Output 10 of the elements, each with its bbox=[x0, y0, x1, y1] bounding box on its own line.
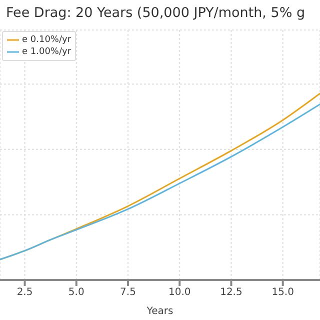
x-axis-title: Years bbox=[146, 306, 174, 317]
chart-title: Fee Drag: 20 Years (50,000 JPY/month, 5% g bbox=[6, 5, 306, 21]
x-tick-label: 5.0 bbox=[68, 287, 84, 298]
x-tick-label: 15.0 bbox=[272, 287, 294, 298]
x-tick-label: 10.0 bbox=[168, 287, 191, 298]
legend-label: e 1.00%/yr bbox=[22, 46, 72, 58]
x-tick-label: 7.5 bbox=[120, 287, 136, 298]
x-tick-label: 12.5 bbox=[220, 287, 242, 298]
legend-label: e 0.10%/yr bbox=[22, 34, 72, 46]
x-tick-label: 2.5 bbox=[16, 287, 33, 298]
